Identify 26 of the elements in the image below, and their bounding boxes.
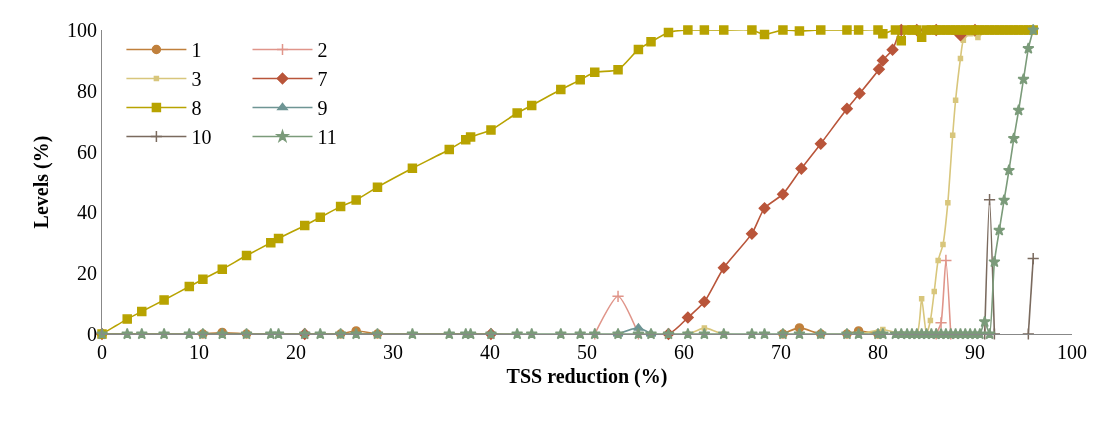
x-tick-label: 100	[1057, 341, 1087, 364]
x-tick-label: 60	[674, 341, 694, 364]
legend-label: 8	[191, 97, 202, 120]
legend-label: 9	[317, 97, 328, 120]
y-tick-label: 20	[76, 262, 97, 285]
x-tick-label: 30	[383, 341, 403, 364]
x-tick-label: 50	[577, 341, 597, 364]
legend-label: 1	[191, 39, 202, 62]
x-tick-label: 70	[771, 341, 791, 364]
y-axis-title: Levels (%)	[30, 135, 54, 229]
x-tick-label: 80	[868, 341, 888, 364]
x-tick-label: 40	[480, 341, 500, 364]
legend-label: 10	[191, 126, 212, 149]
x-tick-label: 10	[189, 341, 209, 364]
x-axis-title: TSS reduction (%)	[506, 364, 668, 388]
legend-label: 3	[191, 68, 202, 91]
x-tick-label: 90	[965, 341, 985, 364]
x-tick-label: 20	[286, 341, 306, 364]
y-tick-label: 0	[86, 323, 97, 345]
legend-label: 7	[317, 68, 328, 91]
legend-label: 2	[317, 39, 328, 62]
y-tick-label: 60	[76, 140, 97, 163]
y-tick-label: 100	[66, 19, 97, 41]
y-tick-label: 80	[76, 79, 97, 102]
legend-label: 11	[317, 126, 337, 149]
y-tick-label: 40	[76, 201, 97, 224]
